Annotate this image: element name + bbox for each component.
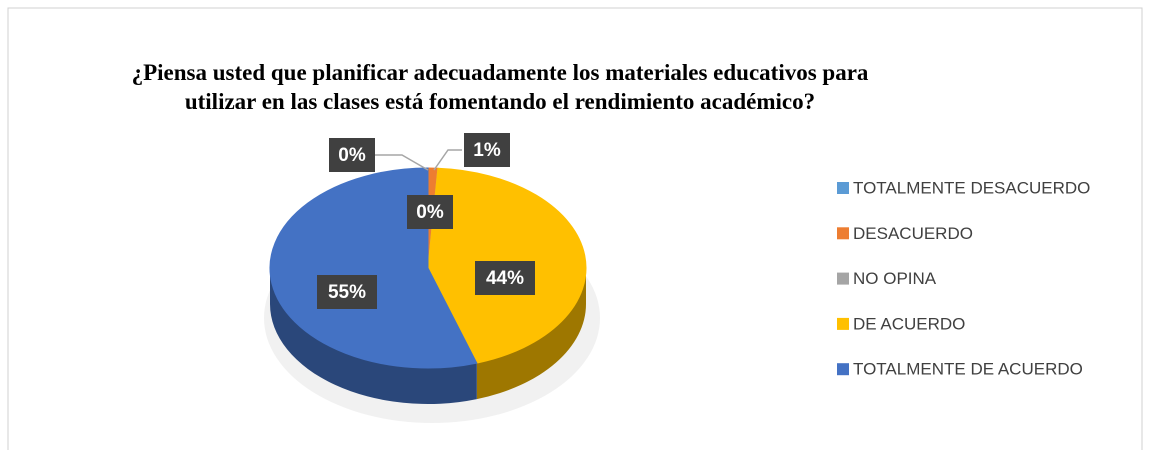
- legend-label: TOTALMENTE DESACUERDO: [853, 178, 1090, 197]
- leader-line: [433, 149, 462, 171]
- data-label: 44%: [486, 268, 524, 289]
- legend-swatch: [837, 227, 849, 240]
- data-label-box: [464, 133, 510, 167]
- chart-title: ¿Piensa usted que planificar adecuadamen…: [132, 60, 869, 114]
- data-label-box: [317, 275, 377, 309]
- legend-label: DESACUERDO: [853, 224, 973, 243]
- chart-frame: [7, 7, 1143, 450]
- leader-line: [372, 154, 429, 171]
- legend-label: NO OPINA: [853, 269, 937, 288]
- legend-label: DE ACUERDO: [853, 314, 965, 333]
- data-label-box: [475, 261, 535, 295]
- data-label: 0%: [338, 145, 366, 166]
- legend-swatch: [837, 363, 849, 376]
- legend-label: TOTALMENTE DE ACUERDO: [853, 360, 1083, 379]
- data-label: 55%: [328, 282, 366, 303]
- data-label-box: [407, 195, 453, 229]
- data-label: 0%: [416, 202, 444, 223]
- data-label-box: [329, 138, 375, 172]
- legend-swatch: [837, 317, 849, 330]
- legend-swatch: [837, 182, 849, 194]
- data-label: 1%: [473, 140, 501, 161]
- slice-side: [476, 268, 586, 400]
- legend-swatch: [837, 272, 849, 285]
- slice-side: [270, 268, 477, 404]
